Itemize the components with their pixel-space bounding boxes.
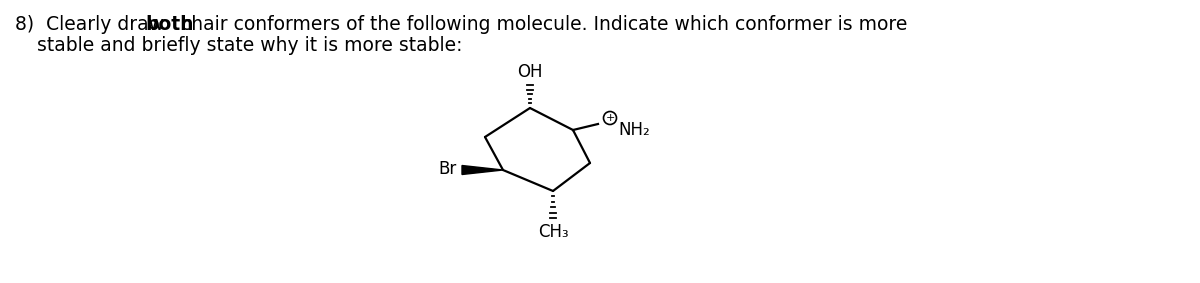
Text: stable and briefly state why it is more stable:: stable and briefly state why it is more … — [37, 36, 462, 55]
Text: CH₃: CH₃ — [538, 223, 569, 241]
Text: 8)  Clearly draw: 8) Clearly draw — [14, 15, 170, 34]
Text: +: + — [605, 113, 614, 123]
Text: chair conformers of the following molecule. Indicate which conformer is more: chair conformers of the following molecu… — [175, 15, 907, 34]
Text: Br: Br — [439, 160, 457, 178]
Circle shape — [604, 112, 617, 125]
Text: NH₂: NH₂ — [618, 121, 650, 139]
Text: OH: OH — [517, 63, 542, 81]
Text: both: both — [145, 15, 193, 34]
Polygon shape — [462, 166, 503, 175]
